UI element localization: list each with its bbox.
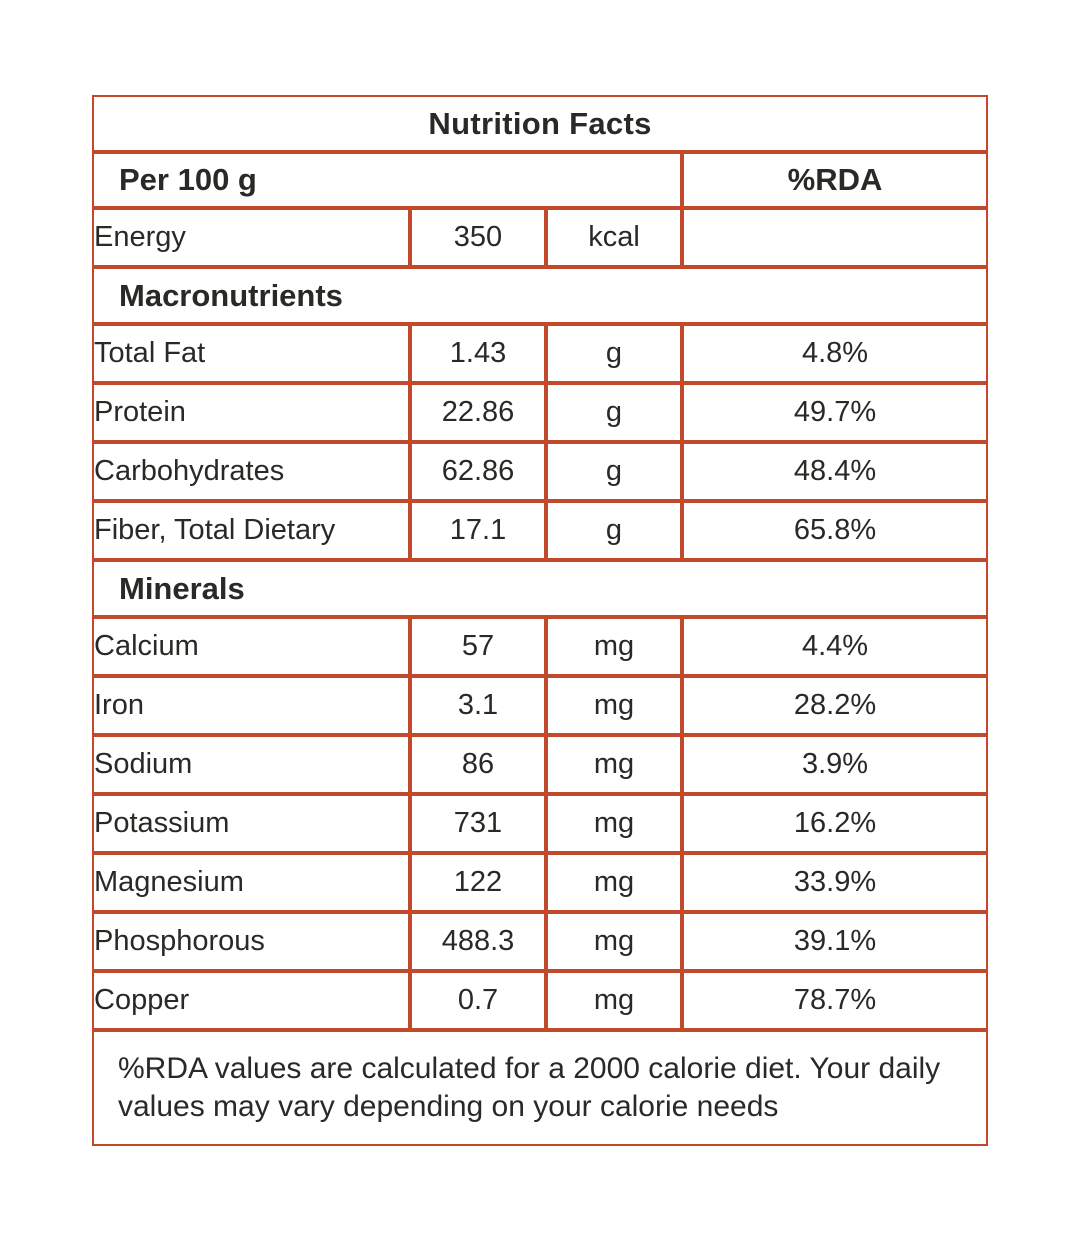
title-row: Nutrition Facts (92, 95, 989, 152)
table-row-copper: Copper 0.7 mg 78.7% (92, 971, 989, 1030)
page-title: Nutrition Facts (92, 95, 989, 152)
nutrition-table: Nutrition Facts Per 100 g %RDA Energy 35… (92, 95, 989, 1146)
nutrient-rda: 78.7% (682, 971, 989, 1030)
nutrient-value: 731 (410, 794, 546, 853)
nutrient-unit: mg (546, 971, 682, 1030)
rda-column-header: %RDA (682, 152, 989, 208)
nutrient-rda: 39.1% (682, 912, 989, 971)
nutrient-unit: mg (546, 912, 682, 971)
nutrient-label: Carbohydrates (92, 442, 410, 501)
table-row-energy: Energy 350 kcal (92, 208, 989, 267)
nutrient-rda-empty (682, 208, 989, 267)
table-row-fiber: Fiber, Total Dietary 17.1 g 65.8% (92, 501, 989, 560)
nutrient-value: 488.3 (410, 912, 546, 971)
nutrient-label: Iron (92, 676, 410, 735)
section-header-label: Minerals (92, 560, 989, 617)
section-header-macronutrients: Macronutrients (92, 267, 989, 324)
nutrient-value: 1.43 (410, 324, 546, 383)
nutrient-label: Potassium (92, 794, 410, 853)
nutrient-label: Fiber, Total Dietary (92, 501, 410, 560)
table-row-potassium: Potassium 731 mg 16.2% (92, 794, 989, 853)
nutrient-rda: 3.9% (682, 735, 989, 794)
nutrient-label: Total Fat (92, 324, 410, 383)
nutrient-value: 17.1 (410, 501, 546, 560)
nutrient-value: 22.86 (410, 383, 546, 442)
nutrient-value: 57 (410, 617, 546, 676)
nutrient-unit: mg (546, 735, 682, 794)
nutrient-value: 62.86 (410, 442, 546, 501)
nutrient-unit: mg (546, 676, 682, 735)
table-row-phosphorous: Phosphorous 488.3 mg 39.1% (92, 912, 989, 971)
nutrient-label: Calcium (92, 617, 410, 676)
nutrition-table-container: Nutrition Facts Per 100 g %RDA Energy 35… (92, 95, 989, 1146)
table-row-total-fat: Total Fat 1.43 g 4.8% (92, 324, 989, 383)
nutrient-rda: 4.8% (682, 324, 989, 383)
nutrient-value: 0.7 (410, 971, 546, 1030)
table-row-calcium: Calcium 57 mg 4.4% (92, 617, 989, 676)
nutrient-label: Energy (92, 208, 410, 267)
table-row-carbohydrates: Carbohydrates 62.86 g 48.4% (92, 442, 989, 501)
nutrient-unit: g (546, 501, 682, 560)
nutrient-unit: g (546, 383, 682, 442)
nutrient-unit: kcal (546, 208, 682, 267)
footnote-row: %RDA values are calculated for a 2000 ca… (92, 1030, 989, 1146)
nutrient-unit: mg (546, 853, 682, 912)
nutrient-value: 350 (410, 208, 546, 267)
nutrient-rda: 16.2% (682, 794, 989, 853)
table-row-magnesium: Magnesium 122 mg 33.9% (92, 853, 989, 912)
nutrient-label: Protein (92, 383, 410, 442)
section-header-minerals: Minerals (92, 560, 989, 617)
nutrient-rda: 28.2% (682, 676, 989, 735)
nutrient-value: 122 (410, 853, 546, 912)
nutrient-label: Sodium (92, 735, 410, 794)
nutrient-rda: 49.7% (682, 383, 989, 442)
nutrient-label: Phosphorous (92, 912, 410, 971)
per-100g-header: Per 100 g (92, 152, 682, 208)
nutrient-unit: mg (546, 617, 682, 676)
table-row-iron: Iron 3.1 mg 28.2% (92, 676, 989, 735)
rda-disclaimer-text: %RDA values are calculated for a 2000 ca… (92, 1030, 989, 1146)
nutrient-rda: 4.4% (682, 617, 989, 676)
nutrient-unit: g (546, 442, 682, 501)
column-header-row: Per 100 g %RDA (92, 152, 989, 208)
nutrient-rda: 65.8% (682, 501, 989, 560)
nutrient-rda: 33.9% (682, 853, 989, 912)
nutrient-unit: g (546, 324, 682, 383)
table-row-protein: Protein 22.86 g 49.7% (92, 383, 989, 442)
nutrient-value: 86 (410, 735, 546, 794)
section-header-label: Macronutrients (92, 267, 989, 324)
nutrient-value: 3.1 (410, 676, 546, 735)
table-row-sodium: Sodium 86 mg 3.9% (92, 735, 989, 794)
nutrient-label: Copper (92, 971, 410, 1030)
nutrient-unit: mg (546, 794, 682, 853)
nutrient-rda: 48.4% (682, 442, 989, 501)
nutrient-label: Magnesium (92, 853, 410, 912)
